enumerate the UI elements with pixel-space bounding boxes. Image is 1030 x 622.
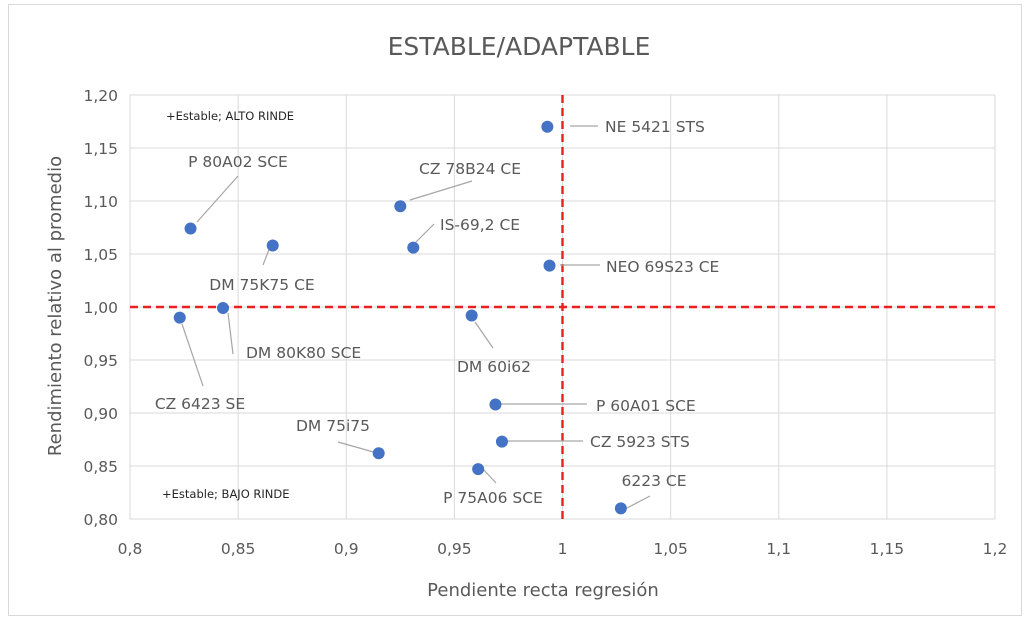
y-tick-label: 0,95 xyxy=(83,352,118,370)
x-tick-label: 0,85 xyxy=(221,540,256,558)
x-tick-label: 1,1 xyxy=(766,540,791,558)
label-leader-line xyxy=(409,180,473,201)
quadrant-label-top: +Estable; ALTO RINDE xyxy=(166,109,294,123)
data-point-label: CZ 5923 STS xyxy=(590,433,690,451)
label-leader-line xyxy=(196,175,239,223)
y-tick-label: 1,20 xyxy=(83,87,118,105)
x-tick-label: 1,05 xyxy=(653,540,688,558)
point-labels: NE 5421 STS CZ 78B24 CE P 80A02 SCE IS-69,2… xyxy=(155,118,720,507)
data-points xyxy=(173,120,627,515)
x-tick-label: 0,95 xyxy=(437,540,472,558)
chart-frame xyxy=(8,4,1022,616)
data-point xyxy=(184,222,197,235)
quadrant-label-bottom: +Estable; BAJO RINDE xyxy=(162,487,290,501)
x-tick-label: 1,2 xyxy=(983,540,1008,558)
x-tick-label: 1 xyxy=(558,540,568,558)
data-point-label: P 75A06 SCE xyxy=(443,489,543,507)
x-tick-label: 0,8 xyxy=(118,540,143,558)
data-point xyxy=(407,241,420,254)
data-point xyxy=(472,463,485,476)
y-tick-label: 0,80 xyxy=(83,511,118,529)
data-point xyxy=(372,447,385,460)
data-point xyxy=(394,200,407,213)
x-tick-label: 0,9 xyxy=(334,540,359,558)
y-tick-label: 1,10 xyxy=(83,193,118,211)
label-leader-line xyxy=(337,441,378,454)
data-point-label: NE 5421 STS xyxy=(605,118,705,136)
label-leader-line xyxy=(482,468,497,484)
chart-title: ESTABLE/ADAPTABLE xyxy=(388,32,651,61)
label-leader-line xyxy=(181,323,204,387)
y-tick-label: 0,90 xyxy=(83,405,118,423)
label-leader-line xyxy=(415,223,435,243)
label-leader-line xyxy=(626,495,651,509)
data-point-label: 6223 CE xyxy=(622,472,687,490)
x-tick-label: 1,15 xyxy=(870,540,905,558)
tick-labels: 0,8 0,85 0,9 0,95 1 1,05 1,1 1,15 1,2 0,80 0,85 0,9… xyxy=(83,87,1007,558)
x-axis-title: Pendiente recta regresión xyxy=(427,580,659,601)
y-tick-label: 0,85 xyxy=(83,458,118,476)
data-point-label: CZ 78B24 CE xyxy=(419,160,521,178)
y-tick-label: 1,00 xyxy=(83,299,118,317)
data-point xyxy=(173,311,186,324)
data-point-label: P 60A01 SCE xyxy=(596,397,696,415)
y-tick-label: 1,15 xyxy=(83,140,118,158)
data-point xyxy=(465,309,478,322)
data-point xyxy=(216,302,229,315)
reference-lines xyxy=(130,95,995,519)
data-point xyxy=(495,435,508,448)
data-point xyxy=(489,398,502,411)
data-point-label: IS-69,2 CE xyxy=(440,216,520,234)
label-leader-line xyxy=(227,312,234,355)
data-point-label: DM 60i62 xyxy=(457,358,531,376)
data-point-label: DM 75K75 CE xyxy=(209,276,314,294)
data-point-label: P 80A02 SCE xyxy=(188,153,288,171)
data-point xyxy=(266,239,279,252)
data-point-label: CZ 6423 SE xyxy=(155,395,245,413)
data-point xyxy=(614,502,627,515)
data-point xyxy=(543,259,556,272)
data-point-label: DM 80K80 SCE xyxy=(246,344,361,362)
y-axis-title: Rendimiento relativo al promedio xyxy=(45,156,66,456)
data-point-label: NEO 69S23 CE xyxy=(606,258,719,276)
label-leader-line xyxy=(474,321,494,349)
data-point xyxy=(541,120,554,133)
data-point-label: DM 75i75 xyxy=(296,417,370,435)
y-tick-label: 1,05 xyxy=(83,246,118,264)
label-leader-lines xyxy=(181,125,651,509)
